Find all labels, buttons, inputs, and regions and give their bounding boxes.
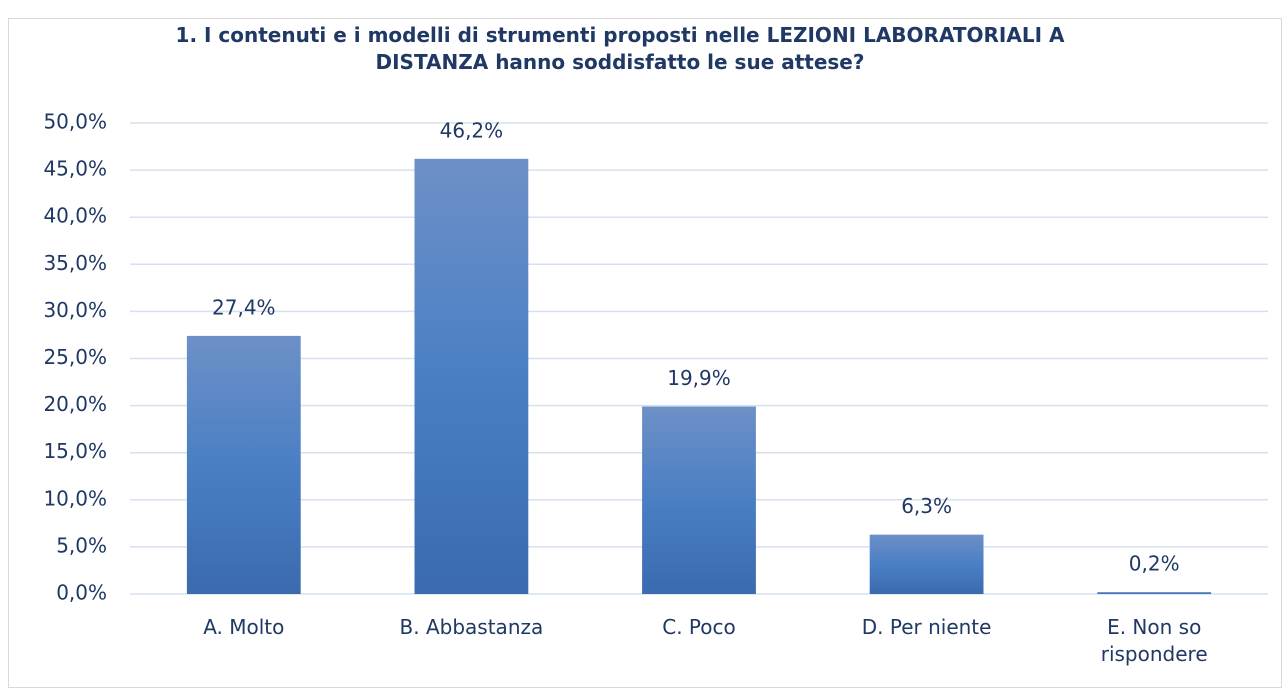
- y-tick-label: 5,0%: [56, 533, 107, 557]
- x-tick-label: A. Molto: [203, 615, 285, 639]
- y-tick-label: 25,0%: [43, 345, 107, 369]
- x-tick-label: B. Abbastanza: [399, 615, 544, 639]
- y-tick-label: 30,0%: [43, 298, 107, 322]
- bar: [642, 406, 756, 594]
- bar: [1097, 592, 1212, 594]
- x-tick-label: E. Non so rispondere: [1100, 615, 1208, 666]
- data-label: 0,2%: [1129, 552, 1180, 576]
- x-tick-label: D. Per niente: [861, 615, 992, 639]
- data-label: 6,3%: [901, 494, 952, 518]
- y-tick-label: 10,0%: [43, 486, 107, 510]
- bar: [869, 534, 984, 594]
- y-tick-label: 40,0%: [43, 204, 107, 228]
- bar: [186, 335, 301, 594]
- bar: [414, 158, 529, 594]
- y-tick-label: 45,0%: [43, 157, 107, 181]
- data-label: 27,4%: [212, 295, 276, 319]
- y-tick-label: 0,0%: [56, 581, 107, 605]
- chart-title: 1. I contenuti e i modelli di strumenti …: [175, 23, 1065, 74]
- y-tick-label: 35,0%: [43, 251, 107, 275]
- y-tick-label: 50,0%: [43, 110, 107, 134]
- data-label: 46,2%: [440, 118, 504, 142]
- x-tick-label: C. Poco: [662, 615, 736, 639]
- y-tick-label: 20,0%: [43, 392, 107, 416]
- data-label: 19,9%: [667, 366, 731, 390]
- y-tick-label: 15,0%: [43, 439, 107, 463]
